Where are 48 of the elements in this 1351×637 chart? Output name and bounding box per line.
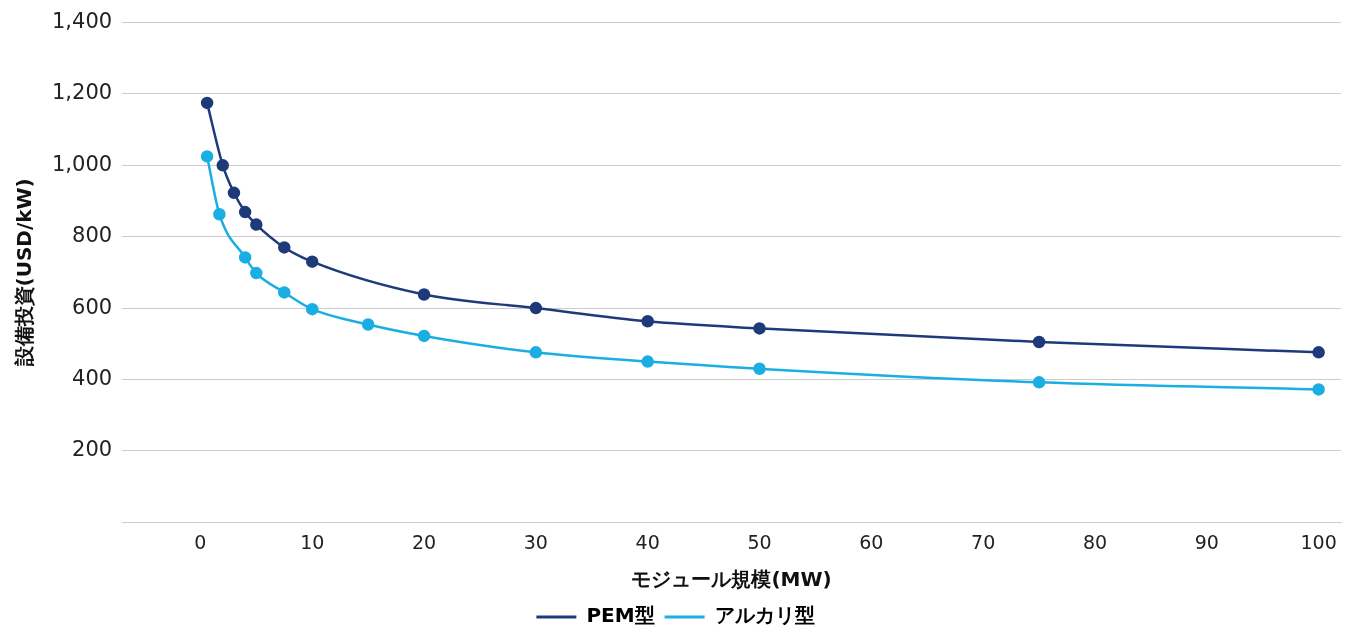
x-tick-label: 20 xyxy=(411,530,437,553)
x-tick-label: 30 xyxy=(523,530,548,553)
point xyxy=(305,255,319,268)
x-tick-label: 90 xyxy=(1194,530,1219,553)
x-tick-label: 10 xyxy=(300,530,325,553)
point xyxy=(1032,376,1046,389)
x-tick-label: 70 xyxy=(971,530,996,553)
point xyxy=(227,186,241,200)
legend-label: PEM型 xyxy=(586,603,655,628)
point xyxy=(753,362,766,375)
y-axis-title: 設備投資(USD/kW) xyxy=(12,178,37,368)
x-tick-label: 80 xyxy=(1082,530,1108,553)
x-tick-label: 50 xyxy=(747,530,772,553)
point xyxy=(216,159,230,172)
y-tick-label: 600 xyxy=(72,294,113,319)
point xyxy=(529,301,543,315)
point xyxy=(1312,383,1325,396)
point xyxy=(417,288,431,301)
y-tick-label: 200 xyxy=(72,437,113,462)
y-tick-label: 800 xyxy=(72,223,113,248)
point xyxy=(417,329,431,343)
point xyxy=(1032,335,1046,349)
point xyxy=(250,218,263,231)
point xyxy=(641,355,654,368)
y-tick-label: 1,400 xyxy=(51,9,113,34)
point xyxy=(200,150,214,163)
y-tick-label: 1,000 xyxy=(51,151,113,176)
point xyxy=(529,346,543,359)
point xyxy=(1312,346,1325,359)
x-tick-label: 60 xyxy=(859,530,884,553)
x-tick-label: 0 xyxy=(194,530,207,553)
point xyxy=(305,302,319,316)
point xyxy=(753,322,766,335)
y-tick-label: 400 xyxy=(72,365,113,390)
legend-label: アルカリ型 xyxy=(714,603,815,628)
x-tick-label: 40 xyxy=(635,530,660,553)
point xyxy=(200,96,214,110)
x-axis-title: モジュール規模(MW) xyxy=(631,567,832,592)
point xyxy=(213,207,226,221)
point xyxy=(278,286,291,299)
point xyxy=(361,318,375,331)
y-tick-label: 1,200 xyxy=(51,80,113,105)
point xyxy=(238,251,252,264)
point xyxy=(238,205,252,219)
point xyxy=(278,241,291,254)
point xyxy=(250,266,263,280)
point xyxy=(641,315,654,328)
x-tick-label: 100 xyxy=(1300,530,1337,553)
